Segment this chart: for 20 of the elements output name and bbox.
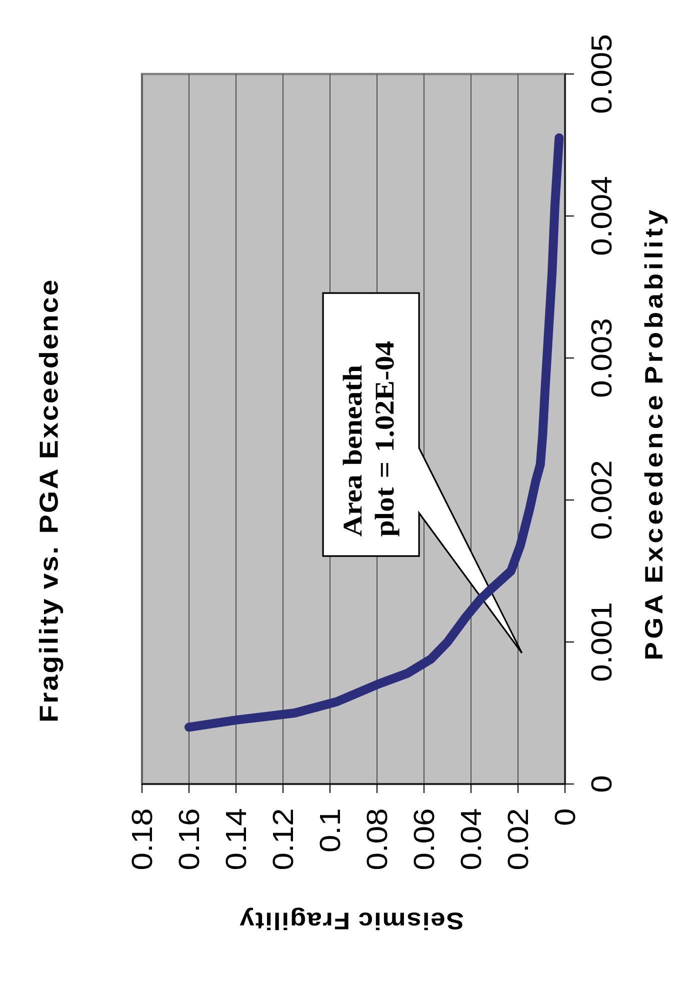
x-tick-label: 0.18	[132, 810, 152, 870]
y-tick-label: 0.001	[591, 604, 612, 681]
x-tick-label: 0.04	[460, 809, 482, 870]
text: Fragility vs. PGA Exceedence	[38, 280, 64, 721]
x-tick-label: 0.02	[508, 810, 528, 870]
x-tick-label: 0.16	[178, 810, 200, 870]
y-tick-label: 0	[591, 776, 612, 792]
y-tick-label: 0.005	[591, 35, 612, 113]
x-tick-label: 0.1	[320, 810, 340, 852]
x-tick-label: 0.08	[366, 810, 388, 870]
x-tick-label: 0.06	[414, 810, 434, 870]
x-tick-label: 0.14	[226, 809, 246, 870]
x-tick-label: 0	[554, 809, 576, 825]
y-tick-label: 0.003	[591, 319, 612, 397]
annotation: Area beneath plot = 1.02E-04	[342, 341, 400, 536]
y-tick-label: 0.002	[591, 462, 612, 539]
x-axis-title: Seismic Fragility	[240, 908, 464, 930]
y-tick-label: 0.004	[591, 177, 612, 255]
x-tick-label: 0.12	[272, 810, 294, 870]
y-axis-title: PGA Exceedence Probability	[644, 210, 668, 659]
